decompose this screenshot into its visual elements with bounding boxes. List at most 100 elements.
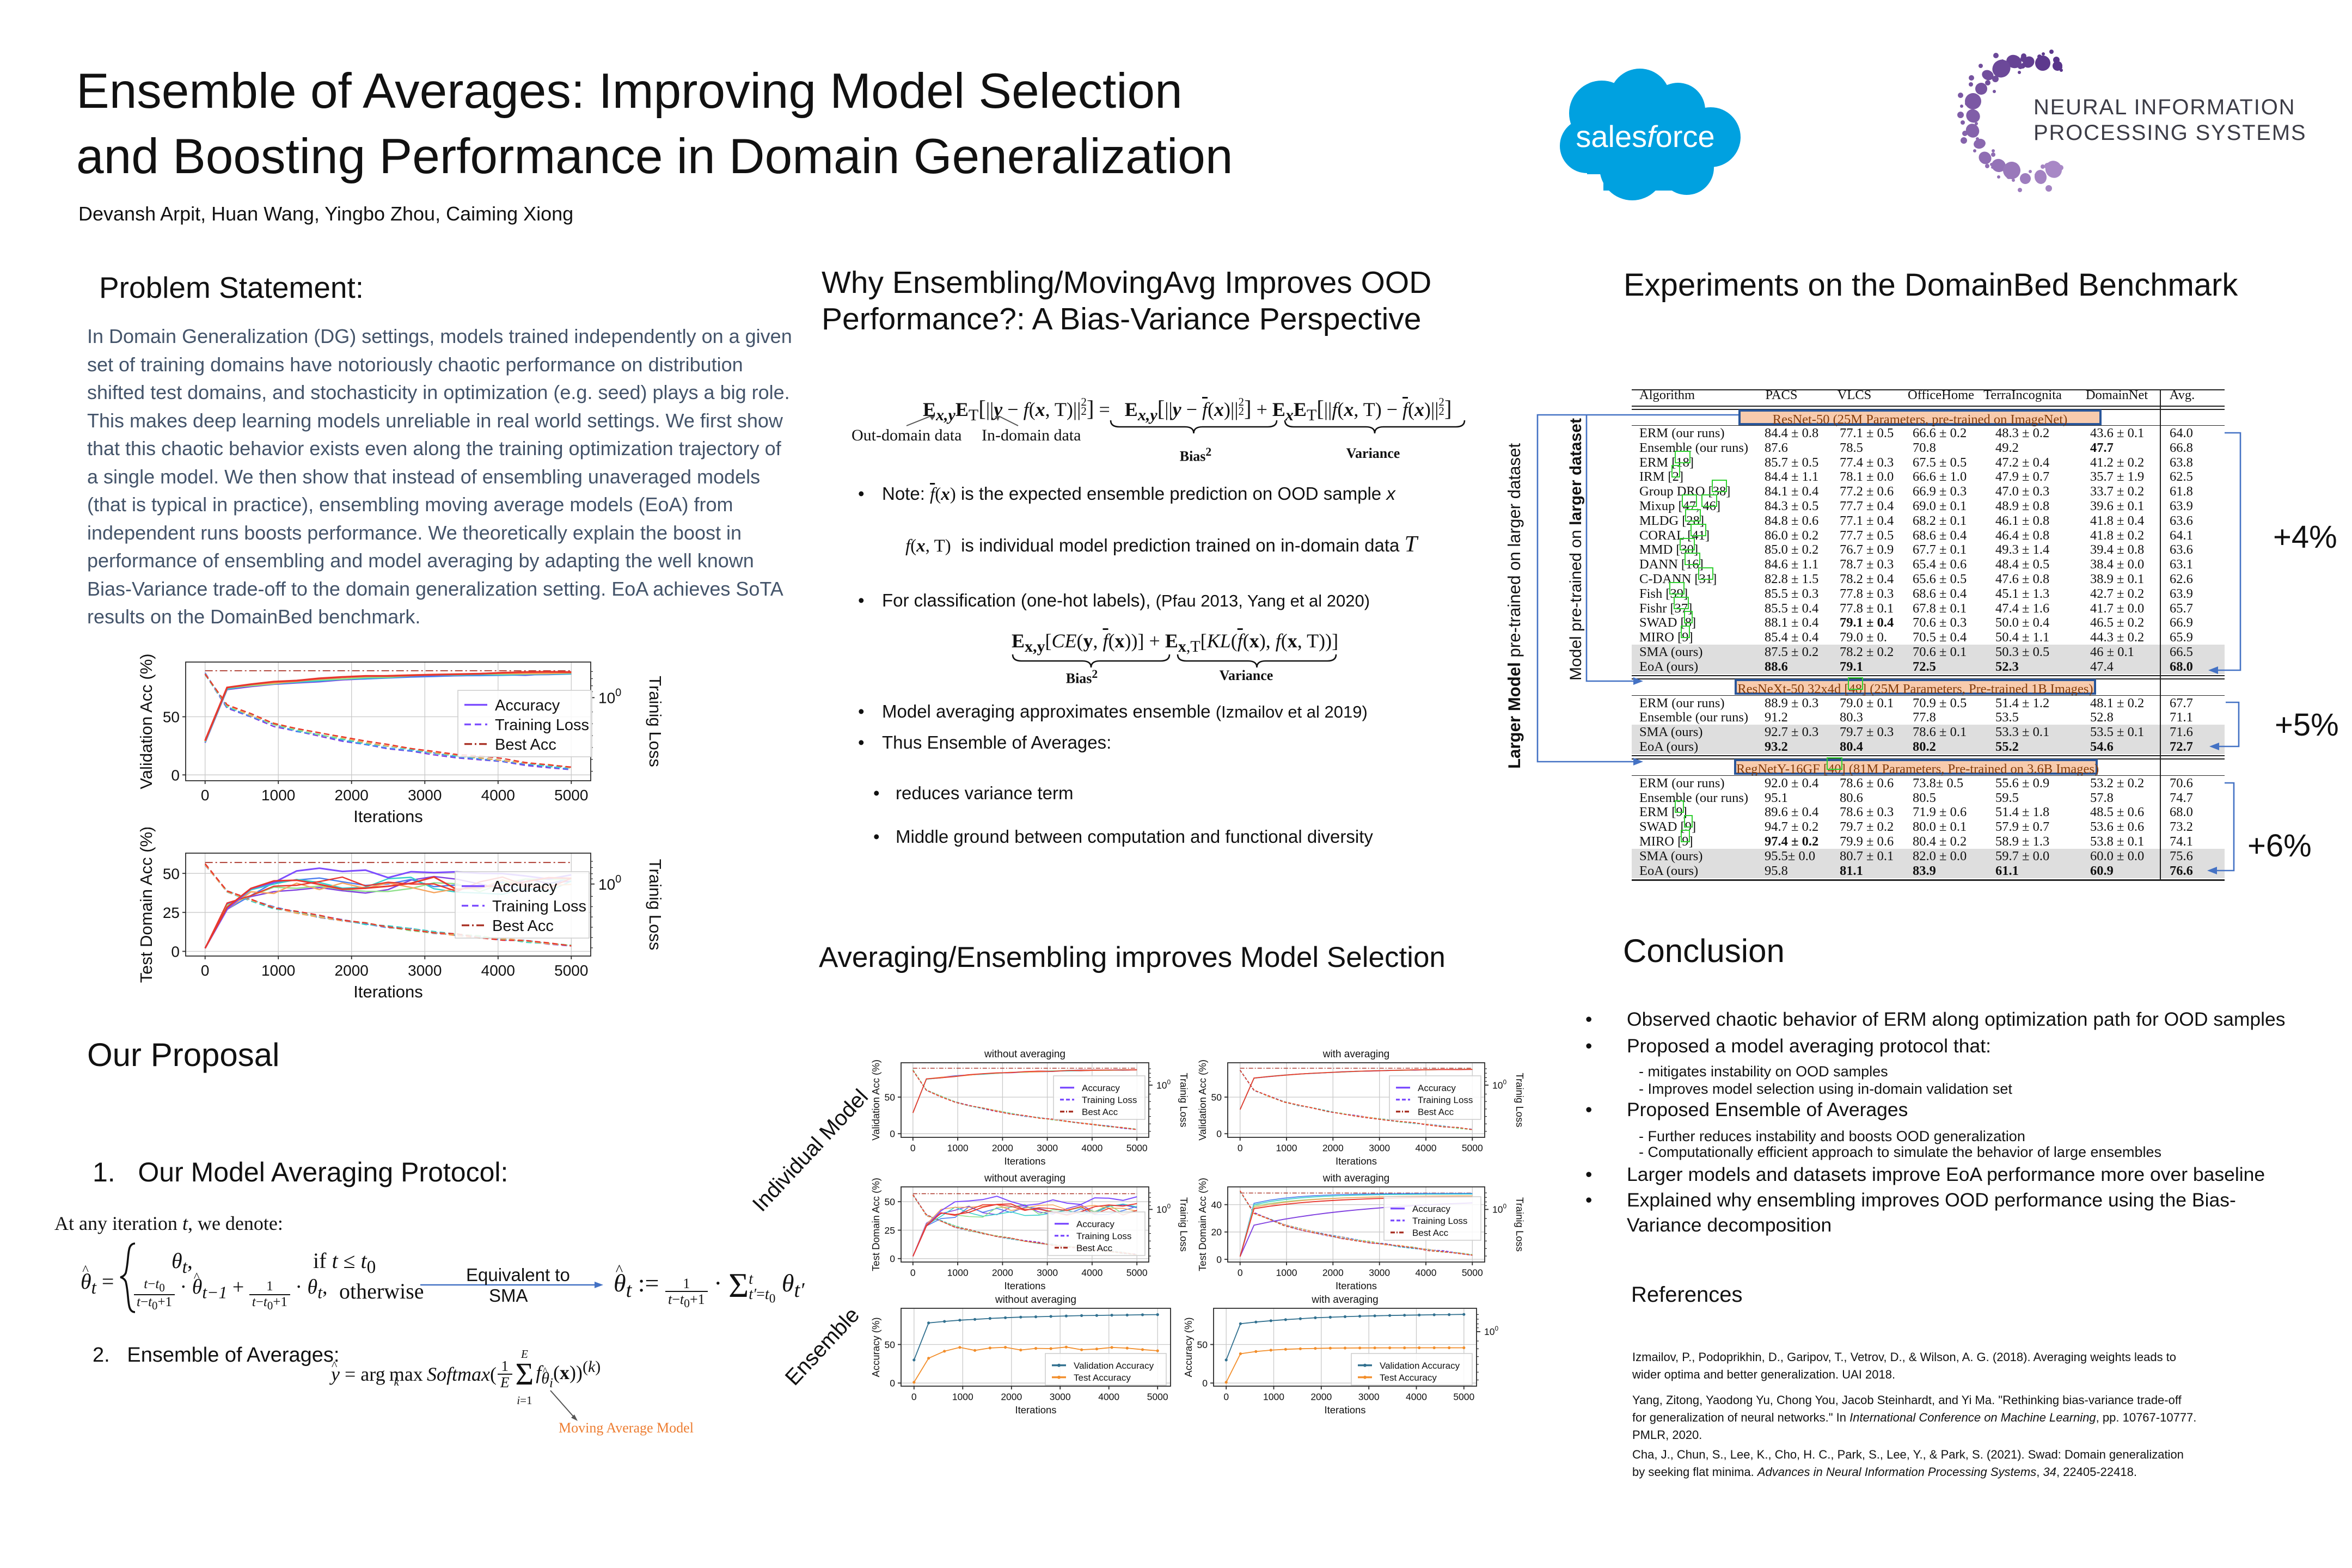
svg-text:0: 0 bbox=[201, 787, 210, 804]
svg-text:3000: 3000 bbox=[408, 962, 442, 979]
svg-text:5000: 5000 bbox=[1147, 1392, 1168, 1402]
svg-text:salesforce: salesforce bbox=[1576, 119, 1714, 154]
svg-text:100: 100 bbox=[598, 873, 621, 893]
svg-text:50: 50 bbox=[163, 709, 180, 726]
svg-text:50: 50 bbox=[885, 1339, 896, 1350]
svg-text:Accuracy: Accuracy bbox=[1418, 1083, 1456, 1093]
svg-text:50: 50 bbox=[885, 1092, 896, 1102]
svg-text:100: 100 bbox=[1156, 1203, 1171, 1215]
svg-text:100: 100 bbox=[1156, 1078, 1171, 1091]
svg-text:without averaging: without averaging bbox=[984, 1049, 1065, 1060]
svg-text:5000: 5000 bbox=[1453, 1392, 1474, 1402]
svg-text:Test Accuracy: Test Accuracy bbox=[1074, 1373, 1131, 1383]
svg-text:1000: 1000 bbox=[1276, 1267, 1297, 1278]
svg-text:Training Loss: Training Loss bbox=[1418, 1095, 1473, 1105]
svg-text:0: 0 bbox=[1223, 1392, 1229, 1402]
svg-text:without averaging: without averaging bbox=[995, 1294, 1076, 1306]
svg-text:2000: 2000 bbox=[335, 787, 369, 804]
svg-text:Accuracy: Accuracy bbox=[1412, 1204, 1450, 1214]
svg-text:2000: 2000 bbox=[1322, 1267, 1344, 1278]
svg-text:50: 50 bbox=[163, 865, 180, 882]
svg-text:0: 0 bbox=[1238, 1143, 1243, 1154]
svg-text:40: 40 bbox=[1211, 1199, 1222, 1210]
svg-text:3000: 3000 bbox=[1037, 1143, 1058, 1154]
svg-text:Trainig Loss: Trainig Loss bbox=[1514, 1073, 1526, 1127]
svg-text:Iterations: Iterations bbox=[1004, 1280, 1045, 1291]
svg-text:0: 0 bbox=[911, 1392, 917, 1402]
svg-text:Iterations: Iterations bbox=[1004, 1155, 1045, 1167]
svg-text:Trainig Loss: Trainig Loss bbox=[1514, 1197, 1526, 1252]
svg-text:Iterations: Iterations bbox=[353, 982, 423, 1001]
svg-text:5000: 5000 bbox=[1126, 1267, 1148, 1278]
svg-text:1000: 1000 bbox=[1276, 1143, 1297, 1154]
svg-text:PROCESSING SYSTEMS: PROCESSING SYSTEMS bbox=[2033, 121, 2306, 145]
svg-text:Validation Acc (%): Validation Acc (%) bbox=[137, 653, 156, 789]
svg-text:1000: 1000 bbox=[952, 1392, 973, 1402]
svg-text:0: 0 bbox=[1216, 1254, 1222, 1265]
svg-text:Iterations: Iterations bbox=[1336, 1155, 1377, 1167]
svg-text:4000: 4000 bbox=[1081, 1267, 1102, 1278]
svg-text:3000: 3000 bbox=[1037, 1267, 1058, 1278]
svg-text:Iterations: Iterations bbox=[1336, 1280, 1377, 1291]
svg-text:50: 50 bbox=[885, 1197, 896, 1208]
svg-text:Accuracy: Accuracy bbox=[495, 697, 560, 714]
svg-text:50: 50 bbox=[1211, 1092, 1222, 1102]
svg-text:50: 50 bbox=[1197, 1339, 1208, 1350]
svg-text:Iterations: Iterations bbox=[353, 807, 423, 826]
svg-text:5000: 5000 bbox=[554, 962, 588, 979]
svg-text:3000: 3000 bbox=[408, 787, 442, 804]
svg-text:without averaging: without averaging bbox=[984, 1173, 1065, 1184]
svg-text:Iterations: Iterations bbox=[1324, 1404, 1365, 1416]
svg-text:4000: 4000 bbox=[481, 787, 515, 804]
svg-text:Best Acc: Best Acc bbox=[1412, 1228, 1449, 1238]
svg-text:with averaging: with averaging bbox=[1322, 1049, 1390, 1060]
svg-text:2000: 2000 bbox=[335, 962, 369, 979]
svg-text:Ensemble: Ensemble bbox=[781, 1303, 864, 1390]
svg-text:5000: 5000 bbox=[1462, 1143, 1483, 1154]
svg-text:0: 0 bbox=[171, 767, 180, 783]
svg-text:100: 100 bbox=[1492, 1203, 1506, 1215]
svg-text:4000: 4000 bbox=[1406, 1392, 1427, 1402]
svg-text:Trainig Loss: Trainig Loss bbox=[1178, 1197, 1190, 1252]
svg-text:Trainig Loss: Trainig Loss bbox=[646, 859, 665, 951]
svg-text:5000: 5000 bbox=[1126, 1143, 1148, 1154]
svg-text:1000: 1000 bbox=[261, 962, 295, 979]
svg-text:5000: 5000 bbox=[1462, 1267, 1483, 1278]
svg-text:Test Domain Acc (%): Test Domain Acc (%) bbox=[1197, 1178, 1208, 1271]
svg-text:Accuracy (%): Accuracy (%) bbox=[1183, 1318, 1194, 1377]
svg-text:0: 0 bbox=[890, 1253, 895, 1264]
svg-text:2000: 2000 bbox=[1001, 1392, 1022, 1402]
svg-text:Accuracy: Accuracy bbox=[1082, 1083, 1120, 1093]
svg-text:25: 25 bbox=[163, 904, 180, 921]
svg-text:100: 100 bbox=[1492, 1078, 1506, 1091]
svg-text:1000: 1000 bbox=[261, 787, 295, 804]
svg-text:Individual Model: Individual Model bbox=[748, 1085, 873, 1216]
svg-text:5000: 5000 bbox=[554, 787, 588, 804]
svg-text:4000: 4000 bbox=[1416, 1267, 1437, 1278]
svg-text:3000: 3000 bbox=[1369, 1143, 1390, 1154]
svg-text:0: 0 bbox=[201, 962, 210, 979]
svg-text:Test Domain Acc (%): Test Domain Acc (%) bbox=[870, 1178, 881, 1271]
svg-text:2000: 2000 bbox=[1322, 1143, 1344, 1154]
svg-text:Accuracy: Accuracy bbox=[1076, 1219, 1114, 1229]
svg-text:0: 0 bbox=[910, 1143, 916, 1154]
svg-text:Accuracy (%): Accuracy (%) bbox=[870, 1318, 881, 1377]
svg-text:2000: 2000 bbox=[1310, 1392, 1332, 1402]
svg-text:1000: 1000 bbox=[947, 1267, 969, 1278]
svg-text:4000: 4000 bbox=[481, 962, 515, 979]
svg-text:Test Domain Acc (%): Test Domain Acc (%) bbox=[137, 828, 156, 983]
svg-text:Trainig Loss: Trainig Loss bbox=[1178, 1073, 1190, 1127]
svg-text:Best Acc: Best Acc bbox=[1076, 1243, 1113, 1253]
svg-text:Training Loss: Training Loss bbox=[495, 716, 589, 734]
svg-text:with averaging: with averaging bbox=[1311, 1294, 1379, 1306]
svg-text:0: 0 bbox=[171, 944, 180, 960]
svg-text:4000: 4000 bbox=[1081, 1143, 1102, 1154]
svg-text:3000: 3000 bbox=[1358, 1392, 1380, 1402]
svg-text:with averaging: with averaging bbox=[1322, 1173, 1390, 1184]
svg-text:Validation Accuracy: Validation Accuracy bbox=[1074, 1361, 1154, 1371]
svg-text:100: 100 bbox=[1484, 1325, 1498, 1337]
svg-text:Best Acc: Best Acc bbox=[492, 917, 554, 935]
svg-text:4000: 4000 bbox=[1416, 1143, 1437, 1154]
svg-text:NEURAL INFORMATION: NEURAL INFORMATION bbox=[2033, 95, 2295, 119]
svg-text:1000: 1000 bbox=[1263, 1392, 1284, 1402]
